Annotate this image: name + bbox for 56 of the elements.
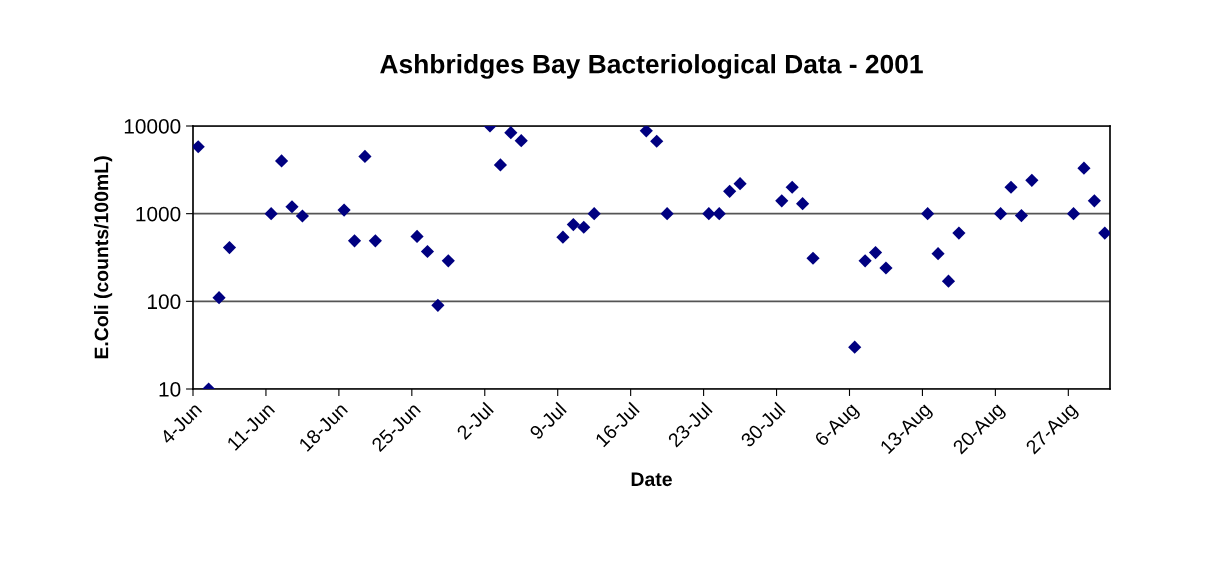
point [785, 180, 799, 194]
point [420, 244, 435, 259]
point [1025, 173, 1039, 187]
point [796, 197, 810, 211]
y-axis-title: E.Coli (counts/100mL) [94, 156, 113, 359]
y-tick-label: 10 [159, 382, 181, 397]
point [410, 229, 424, 244]
point [994, 207, 1008, 221]
point [358, 149, 372, 163]
point [660, 207, 674, 221]
point [1077, 161, 1091, 175]
point [264, 207, 278, 221]
point [222, 241, 237, 255]
point [775, 194, 789, 208]
point [941, 274, 956, 288]
point [702, 207, 716, 221]
point [733, 177, 747, 191]
point [806, 251, 820, 265]
point [1066, 207, 1081, 221]
point [368, 234, 382, 248]
point [650, 134, 664, 148]
point [1014, 209, 1029, 223]
point [868, 245, 883, 260]
chart-title: Ashbridges Bay Bacteriological Data - 2001 [380, 54, 923, 79]
point [431, 298, 445, 312]
y-tick-label: 1000 [136, 206, 181, 222]
point [295, 209, 309, 223]
point [712, 207, 726, 221]
point [285, 200, 299, 214]
point [931, 247, 945, 261]
point [1004, 180, 1018, 194]
point [274, 154, 289, 168]
point [921, 207, 935, 221]
point [337, 203, 351, 217]
point [723, 184, 737, 198]
y-tick-label: 10000 [124, 119, 181, 134]
point [504, 126, 518, 140]
point [639, 126, 653, 138]
point [1098, 226, 1110, 240]
point [858, 254, 872, 268]
point [193, 140, 205, 154]
point [514, 134, 528, 148]
point [1087, 194, 1101, 208]
point [952, 226, 966, 240]
point [587, 207, 601, 221]
point [212, 291, 226, 305]
point [879, 261, 893, 275]
y-tick-label: 100 [148, 294, 181, 310]
point [441, 254, 455, 268]
point [566, 218, 580, 232]
x-axis-title: Date [631, 472, 672, 487]
point [556, 230, 570, 244]
point [848, 340, 862, 354]
point [577, 220, 591, 234]
point [493, 158, 507, 172]
point [347, 234, 362, 248]
